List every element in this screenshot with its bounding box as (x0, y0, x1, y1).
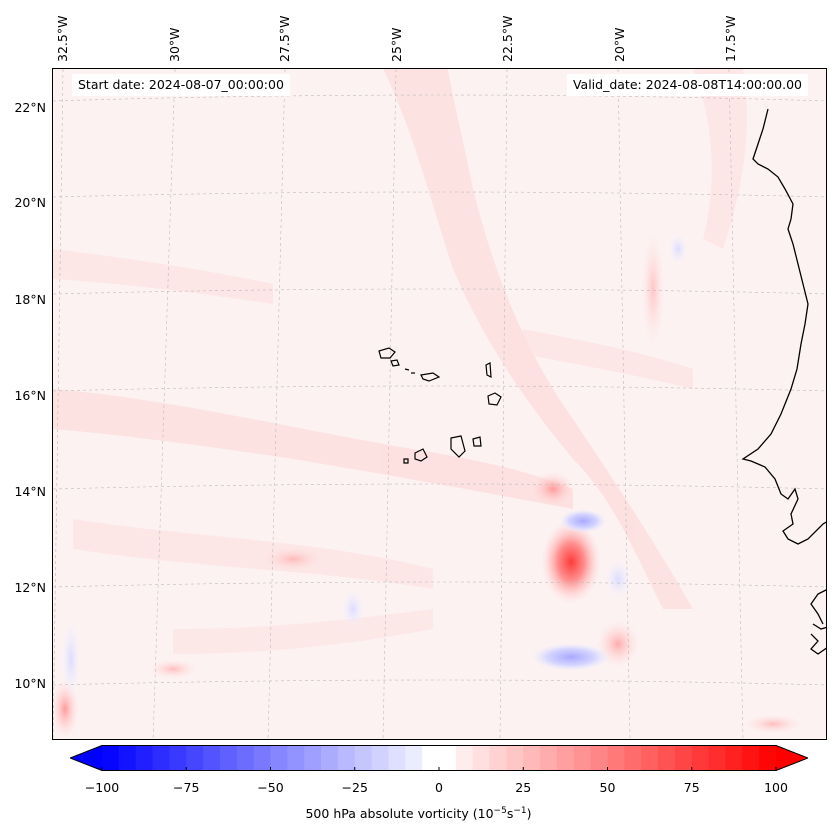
colorbar-segment (203, 745, 221, 771)
colorbar-segment (658, 745, 676, 771)
latitude-label: 22°N (14, 100, 46, 115)
colorbar-segment (641, 745, 659, 771)
colorbar-segment (472, 745, 491, 771)
colorbar-segment (219, 745, 238, 771)
valid-date-label: Valid_date: 2024-08-08T14:00:00.00 (566, 74, 808, 96)
start-date-label: Start date: 2024-08-07_00:00:00 (72, 74, 290, 96)
longitude-label: 27.5°W (277, 15, 292, 62)
colorbar-segment (523, 745, 541, 771)
colorbar-segment (253, 745, 271, 771)
colorbar-tick-label: 25 (515, 780, 532, 795)
colorbar-segment (236, 745, 255, 771)
colorbar-tick-label: 50 (599, 780, 616, 795)
longitude-label: 25°W (389, 27, 404, 62)
colorbar-segment (321, 745, 339, 771)
colorbar-segment (708, 745, 726, 771)
longitude-label: 32.5°W (55, 15, 70, 62)
colorbar-segment (152, 745, 170, 771)
latitude-label: 10°N (14, 676, 46, 691)
colorbar-segment (405, 745, 423, 771)
colorbar-segment (169, 745, 187, 771)
colorbar-label: 500 hPa absolute vorticity (10−5s−1) (305, 806, 532, 822)
latitude-label: 18°N (14, 292, 46, 307)
colorbar (70, 745, 808, 771)
colorbar-tick-label: −25 (341, 780, 368, 795)
colorbar-segment (742, 745, 760, 771)
vorticity-minimum-north (559, 509, 607, 533)
colorbar-segment (287, 745, 305, 771)
colorbar-segment (270, 745, 288, 771)
colorbar-tick-label: 100 (764, 780, 788, 795)
colorbar-segment (135, 745, 154, 771)
longitude-label: 30°W (167, 27, 182, 62)
colorbar-segment (455, 745, 474, 771)
colorbar-extend-min (70, 745, 102, 771)
colorbar-segment (186, 745, 204, 771)
colorbar-segment (725, 745, 743, 771)
colorbar-segment (540, 745, 558, 771)
colorbar-segment (556, 745, 575, 771)
vorticity-secondary-maximum (531, 471, 575, 507)
latitude-label: 14°N (14, 484, 46, 499)
longitude-label: 20°W (612, 27, 627, 62)
colorbar-tick-label: 75 (683, 780, 700, 795)
longitude-label: 17.5°W (723, 15, 738, 62)
colorbar-segment (489, 745, 507, 771)
colorbar-segment (573, 745, 592, 771)
colorbar-segment (674, 745, 693, 771)
colorbar-segment (590, 745, 608, 771)
cape-verde-islands (378, 347, 502, 464)
positive-vorticity-bands (53, 69, 747, 654)
colorbar-segment (371, 745, 389, 771)
longitude-label: 22.5°W (500, 15, 515, 62)
colorbar-segment (506, 745, 524, 771)
latitude-label: 12°N (14, 580, 46, 595)
gridlines (53, 69, 826, 739)
colorbar-segment (607, 745, 625, 771)
colorbar-segment (388, 745, 406, 771)
colorbar-segment (337, 745, 356, 771)
colorbar-tick-label: −75 (173, 780, 200, 795)
colorbar-segment (422, 745, 440, 771)
colorbar-tick-label: −50 (257, 780, 284, 795)
colorbar-segment (624, 745, 642, 771)
colorbar-tick-label: −100 (84, 780, 120, 795)
colorbar-segment (759, 745, 777, 771)
colorbar-segment (439, 745, 457, 771)
vorticity-maximum (541, 520, 601, 604)
colorbar-segment (304, 745, 322, 771)
colorbar-segment (118, 745, 137, 771)
colorbar-tick-label: 0 (435, 780, 443, 795)
colorbar-segment (102, 745, 120, 771)
colorbar-segment (691, 745, 710, 771)
vorticity-minimum-south (531, 643, 611, 671)
colorbar-segment (354, 745, 373, 771)
african-coastline (741, 108, 826, 655)
latitude-label: 16°N (14, 388, 46, 403)
map-panel[interactable] (52, 68, 827, 740)
vorticity-map (53, 69, 826, 739)
latitude-label: 20°N (14, 195, 46, 210)
colorbar-extend-max (776, 745, 808, 771)
